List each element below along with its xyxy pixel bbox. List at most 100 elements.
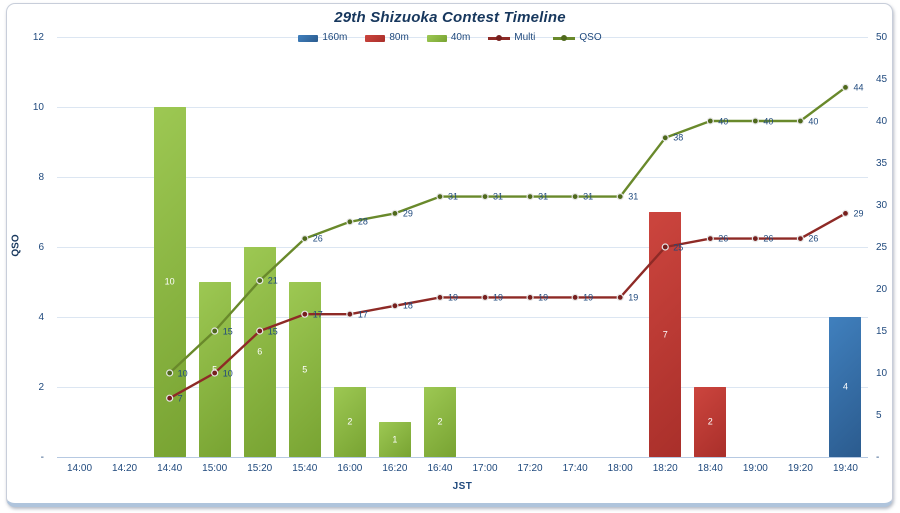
legend-label-multi: Multi bbox=[514, 32, 536, 43]
x-tick-17:40: 17:40 bbox=[562, 463, 588, 474]
qso-marker bbox=[796, 117, 805, 125]
qso-marker bbox=[346, 218, 354, 226]
bar-label-40m-15:00: 5 bbox=[212, 364, 218, 374]
legend-swatch-qso bbox=[553, 35, 576, 41]
multi-marker bbox=[166, 394, 174, 402]
legend-swatch-40m bbox=[426, 34, 447, 42]
x-tick-14:00: 14:00 bbox=[67, 463, 93, 474]
qso-marker bbox=[751, 117, 759, 125]
bar-label-160m-19:40: 4 bbox=[842, 381, 848, 392]
bar-label-40m-14:40: 10 bbox=[164, 276, 175, 287]
left-axis-tick-4: 4 bbox=[38, 311, 44, 323]
bar-label-40m-16:40: 2 bbox=[437, 416, 443, 427]
qso-marker bbox=[391, 209, 399, 217]
x-tick-15:40: 15:40 bbox=[292, 463, 318, 474]
qso-marker bbox=[256, 277, 264, 285]
gridline-2 bbox=[57, 387, 868, 388]
qso-marker bbox=[526, 193, 534, 201]
gridline-4 bbox=[57, 317, 868, 318]
left-axis-tick-12: 12 bbox=[32, 31, 44, 43]
bar-label-40m-15:20: 6 bbox=[257, 346, 263, 357]
legend-swatch-160m bbox=[298, 34, 319, 42]
multi-marker bbox=[796, 235, 805, 243]
right-axis-tick-20: 20 bbox=[876, 283, 888, 295]
legend-marker-dot bbox=[496, 35, 503, 41]
legend-label-80m: 80m bbox=[389, 32, 409, 43]
bar-40m-16:00: 2 bbox=[333, 387, 366, 457]
bar-label-40m-16:20: 1 bbox=[392, 434, 398, 444]
multi-marker bbox=[526, 293, 534, 301]
bar-160m-19:40: 4 bbox=[829, 317, 862, 457]
x-axis-line bbox=[57, 457, 868, 458]
x-tick-14:40: 14:40 bbox=[157, 463, 183, 474]
x-tick-19:00: 19:00 bbox=[742, 463, 768, 474]
legend-swatch-80m bbox=[365, 34, 386, 42]
qso-line bbox=[168, 86, 847, 374]
multi-marker bbox=[481, 293, 489, 301]
legend-item-80m: 80m bbox=[365, 32, 409, 43]
x-tick-17:00: 17:00 bbox=[472, 463, 498, 474]
bar-label-40m-16:00: 2 bbox=[347, 416, 353, 427]
bar-80m-18:40: 2 bbox=[694, 387, 727, 457]
right-axis-tick-0: - bbox=[876, 451, 880, 463]
left-axis-tick-10: 10 bbox=[32, 101, 44, 113]
bar-label-80m-18:20: 7 bbox=[662, 329, 668, 339]
multi-marker bbox=[256, 327, 264, 335]
bar-40m-16:20: 1 bbox=[378, 422, 411, 457]
x-tick-19:40: 19:40 bbox=[832, 463, 858, 474]
left-axis-title: QSO bbox=[10, 234, 22, 257]
multi-marker bbox=[391, 302, 399, 310]
x-tick-16:40: 16:40 bbox=[427, 463, 453, 474]
multi-marker bbox=[661, 243, 669, 251]
legend-item-160m: 160m bbox=[298, 33, 347, 43]
multi-marker bbox=[571, 293, 579, 301]
left-axis-tick-6: 6 bbox=[38, 241, 44, 253]
bar-label-40m-15:40: 5 bbox=[302, 364, 308, 374]
gridline-6 bbox=[57, 247, 868, 248]
qso-marker bbox=[166, 369, 174, 377]
right-axis-tick-10: 10 bbox=[876, 367, 888, 379]
x-tick-15:20: 15:20 bbox=[247, 463, 273, 474]
multi-line bbox=[169, 212, 847, 400]
x-tick-18:00: 18:00 bbox=[607, 463, 633, 474]
multi-marker bbox=[751, 235, 759, 243]
x-tick-14:20: 14:20 bbox=[112, 463, 138, 474]
qso-marker bbox=[211, 327, 219, 335]
qso-marker bbox=[616, 193, 624, 201]
x-tick-15:00: 15:00 bbox=[202, 463, 228, 474]
x-tick-16:00: 16:00 bbox=[337, 463, 363, 474]
qso-marker bbox=[571, 193, 579, 201]
gridline-12 bbox=[57, 37, 868, 38]
right-axis-tick-45: 45 bbox=[876, 73, 888, 85]
right-axis-tick-35: 35 bbox=[876, 157, 888, 169]
qso-marker bbox=[436, 193, 444, 201]
x-tick-18:40: 18:40 bbox=[697, 463, 723, 474]
qso-marker bbox=[481, 193, 489, 201]
x-tick-17:20: 17:20 bbox=[517, 463, 543, 474]
x-tick-16:20: 16:20 bbox=[382, 463, 408, 474]
right-axis-tick-5: 5 bbox=[876, 409, 882, 421]
right-axis-tick-50: 50 bbox=[876, 31, 888, 43]
multi-marker bbox=[706, 235, 714, 243]
multi-marker bbox=[301, 310, 309, 318]
qso-marker bbox=[301, 235, 309, 243]
multi-marker bbox=[211, 369, 219, 377]
legend-label-qso: QSO bbox=[579, 32, 602, 43]
qso-marker bbox=[841, 83, 850, 92]
bar-80m-18:20: 7 bbox=[649, 212, 682, 457]
qso-marker bbox=[661, 134, 669, 142]
left-axis-tick-8: 8 bbox=[38, 171, 44, 183]
qso-marker bbox=[706, 117, 714, 125]
multi-marker bbox=[616, 293, 624, 301]
gridline-8 bbox=[57, 177, 868, 178]
legend-label-160m: 160m bbox=[322, 32, 348, 43]
gridline-10 bbox=[57, 107, 868, 108]
legend-label-40m: 40m bbox=[450, 32, 471, 43]
multi-marker bbox=[436, 293, 444, 301]
legend-item-qso: QSO bbox=[553, 32, 602, 43]
x-tick-19:20: 19:20 bbox=[787, 463, 813, 474]
legend-item-multi: Multi bbox=[488, 33, 535, 43]
legend: 160m 80m 40m Multi QSO bbox=[0, 31, 900, 45]
